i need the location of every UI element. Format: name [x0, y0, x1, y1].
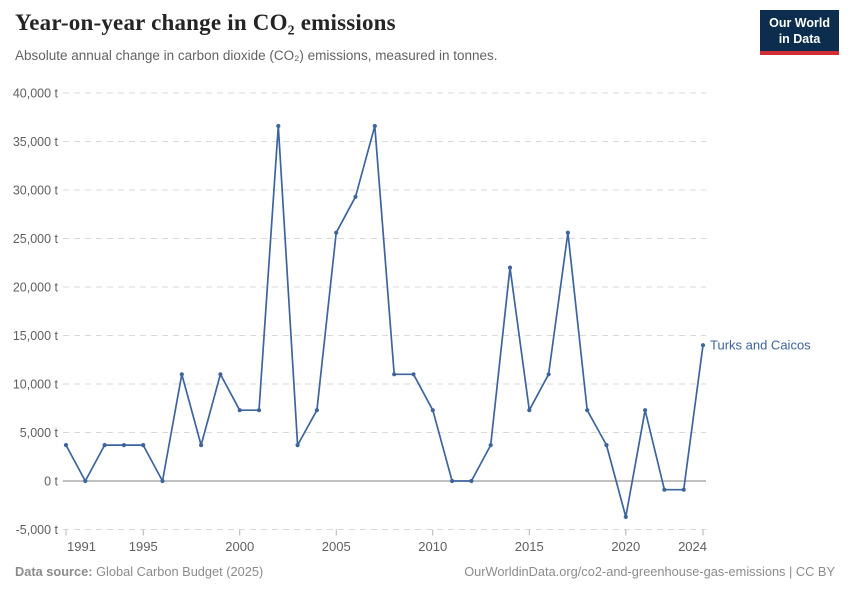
y-axis-tick-label: 35,000 t — [13, 135, 59, 149]
footer-link[interactable]: OurWorldinData.org/co2-and-greenhouse-ga… — [464, 564, 786, 579]
data-point-marker[interactable] — [353, 194, 358, 199]
data-point-marker[interactable] — [469, 478, 474, 484]
data-point-marker[interactable] — [121, 443, 126, 448]
data-point-marker[interactable] — [430, 408, 435, 413]
data-point-marker[interactable] — [527, 408, 532, 413]
data-point-marker[interactable] — [199, 443, 204, 448]
data-point-marker[interactable] — [450, 478, 455, 484]
data-point-marker[interactable] — [276, 123, 281, 129]
x-axis-tick-label: 2024 — [678, 539, 707, 554]
y-axis-tick-label: -5,000 t — [16, 523, 59, 537]
data-point-marker[interactable] — [662, 487, 667, 492]
data-point-marker[interactable] — [507, 265, 513, 270]
data-point-marker[interactable] — [643, 408, 648, 413]
y-axis-tick-label: 25,000 t — [13, 232, 59, 246]
data-point-marker[interactable] — [604, 443, 609, 448]
data-point-marker[interactable] — [700, 343, 706, 348]
x-axis-tick-label: 1991 — [67, 539, 96, 554]
data-point-marker[interactable] — [102, 443, 107, 448]
footer-license[interactable]: CC BY — [795, 564, 835, 579]
data-point-marker[interactable] — [179, 372, 184, 377]
x-axis-tick-label: 2010 — [418, 539, 447, 554]
owid-logo[interactable]: Our World in Data — [760, 10, 839, 55]
x-axis-tick-label: 2000 — [225, 539, 254, 554]
data-point-marker[interactable] — [681, 487, 686, 492]
x-axis-tick-label: 2005 — [322, 539, 351, 554]
y-axis-tick-label: 15,000 t — [13, 329, 59, 343]
owid-logo-line2: in Data — [778, 32, 821, 47]
y-axis-tick-label: 10,000 t — [13, 378, 59, 392]
y-axis-tick-label: 20,000 t — [13, 281, 59, 295]
y-axis-tick-label: 5,000 t — [20, 426, 59, 440]
y-axis-tick-label: 0 t — [44, 475, 58, 489]
series-label[interactable]: Turks and Caicos — [710, 338, 811, 353]
data-source: Data source: Global Carbon Budget (2025) — [15, 564, 263, 579]
data-source-value[interactable]: Global Carbon Budget (2025) — [92, 564, 264, 579]
data-point-marker[interactable] — [237, 408, 242, 413]
data-point-marker[interactable] — [256, 408, 262, 413]
data-point-marker[interactable] — [565, 230, 571, 235]
data-point-marker[interactable] — [141, 443, 146, 448]
y-axis-tick-label: 30,000 t — [13, 184, 59, 198]
data-point-marker[interactable] — [585, 408, 590, 413]
data-point-marker[interactable] — [160, 478, 165, 484]
data-point-marker[interactable] — [218, 372, 223, 377]
owid-logo-line1: Our World — [769, 16, 830, 30]
y-axis-tick-label: 40,000 t — [13, 87, 59, 101]
data-point-marker[interactable] — [83, 478, 88, 484]
data-point-marker[interactable] — [334, 230, 339, 235]
data-point-marker[interactable] — [314, 408, 319, 413]
data-point-marker[interactable] — [372, 123, 377, 129]
data-source-label: Data source: — [15, 564, 93, 579]
x-axis-tick-label: 2015 — [515, 539, 544, 554]
chart-footer: Data source: Global Carbon Budget (2025)… — [15, 564, 835, 579]
series-line[interactable] — [65, 125, 704, 518]
data-point-marker[interactable] — [546, 372, 551, 377]
data-point-marker[interactable] — [63, 443, 69, 448]
data-point-marker[interactable] — [488, 443, 493, 448]
data-point-marker[interactable] — [295, 443, 300, 448]
x-axis-tick-label: 2020 — [611, 539, 640, 554]
footer-credit: OurWorldinData.org/co2-and-greenhouse-ga… — [464, 564, 835, 579]
data-point-marker[interactable] — [411, 372, 416, 377]
chart-subtitle: Absolute annual change in carbon dioxide… — [15, 48, 498, 63]
footer-divider: | — [785, 564, 796, 579]
chart-title: Year-on-year change in CO₂ emissions — [15, 10, 396, 35]
x-axis-tick-label: 1995 — [129, 539, 158, 554]
data-point-marker[interactable] — [392, 372, 397, 377]
data-point-marker[interactable] — [623, 514, 628, 520]
line-chart-plot[interactable]: -5,000 t 0 t 5,000 t 10,000 t 15,000 t 20,000… — [0, 0, 850, 560]
